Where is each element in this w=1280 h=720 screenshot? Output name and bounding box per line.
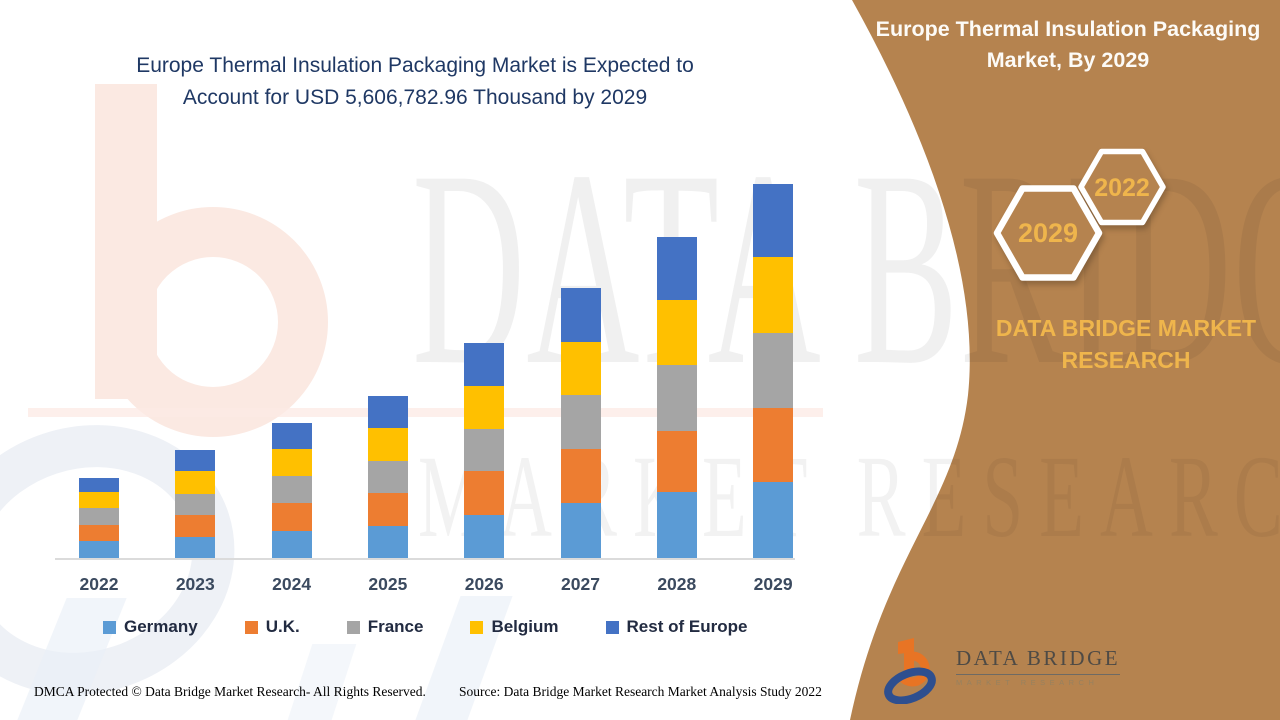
- bar-segment-belgium: [271, 449, 312, 476]
- data-bridge-b-icon: [884, 638, 936, 704]
- bar-segment-u-k-: [560, 449, 601, 503]
- stacked-bar-2029: [753, 184, 794, 558]
- bar-segment-belgium: [753, 257, 794, 333]
- bar-segment-u-k-: [271, 503, 312, 531]
- bar-segment-rest-of-europe: [271, 423, 312, 449]
- chart-title-line1: Europe Thermal Insulation Packaging Mark…: [136, 54, 694, 77]
- bar-segment-belgium: [175, 471, 216, 494]
- legend-label: Germany: [124, 617, 198, 636]
- bar-segment-u-k-: [79, 525, 119, 541]
- bar-segment-france: [560, 395, 601, 449]
- bar-segment-belgium: [464, 386, 505, 429]
- bar-segment-france: [271, 476, 312, 503]
- bar-segment-germany: [560, 503, 601, 558]
- logo-subtitle: MARKET RESEARCH: [956, 678, 1099, 687]
- bar-segment-belgium: [656, 300, 697, 365]
- legend-swatch: [103, 620, 116, 634]
- chart-title-line2: Account for USD 5,606,782.96 Thousand by…: [182, 86, 648, 109]
- legend-swatch: [470, 620, 484, 634]
- brand-text: DATA BRIDGE MARKET RESEARCH: [985, 312, 1267, 376]
- legend-item-france: France: [346, 617, 424, 637]
- legend-swatch: [244, 620, 258, 634]
- bar-segment-rest-of-europe: [560, 288, 601, 342]
- bar-segment-rest-of-europe: [753, 184, 794, 257]
- bar-segment-rest-of-europe: [79, 478, 119, 492]
- bar-segment-germany: [753, 482, 794, 558]
- bar-segment-france: [367, 461, 408, 493]
- bar-segment-rest-of-europe: [175, 450, 216, 471]
- bar-segment-u-k-: [753, 408, 794, 482]
- legend-item-u-k-: U.K.: [244, 617, 300, 637]
- bar-chart: [55, 176, 803, 560]
- logo-wordmark: DATA BRIDGE MARKET RESEARCH: [956, 646, 1121, 687]
- x-axis-label-2023: 2023: [175, 574, 215, 594]
- bar-segment-germany: [175, 537, 216, 558]
- bar-segment-belgium: [560, 342, 601, 395]
- stacked-bar-2027: [560, 288, 601, 558]
- right-panel-path: [850, 0, 1280, 720]
- legend-label: France: [367, 617, 424, 636]
- stacked-bar-2026: [464, 343, 505, 558]
- legend-label: Rest of Europe: [626, 617, 748, 636]
- x-axis-label-2025: 2025: [368, 574, 408, 594]
- bar-segment-rest-of-europe: [656, 237, 697, 300]
- stacked-bar-2023: [175, 450, 216, 558]
- brand-text-line2: RESEARCH: [1061, 347, 1191, 373]
- data-bridge-logo: DATA BRIDGE MARKET RESEARCH: [884, 636, 1121, 704]
- legend-item-rest-of-europe: Rest of Europe: [605, 617, 748, 637]
- stacked-bar-2022: [79, 478, 119, 558]
- stacked-bar-2024: [271, 423, 312, 558]
- legend-item-belgium: Belgium: [470, 617, 559, 637]
- legend-swatch: [605, 620, 619, 634]
- panel-title: Europe Thermal Insulation Packaging Mark…: [875, 17, 1261, 72]
- brand-text-line1: DATA BRIDGE MARKET: [995, 315, 1257, 341]
- x-axis-label-2029: 2029: [753, 574, 793, 594]
- bar-segment-germany: [367, 526, 408, 558]
- bar-segment-germany: [464, 515, 505, 558]
- bar-segment-u-k-: [367, 493, 408, 526]
- x-axis-label-2022: 2022: [79, 574, 119, 594]
- bar-segment-france: [464, 429, 505, 471]
- bar-segment-rest-of-europe: [464, 343, 505, 386]
- bar-segment-germany: [79, 541, 119, 558]
- legend-label: U.K.: [265, 617, 300, 636]
- bar-segment-belgium: [79, 492, 119, 508]
- bar-segment-u-k-: [656, 431, 697, 492]
- bar-segment-france: [79, 508, 119, 525]
- bar-segment-rest-of-europe: [367, 396, 408, 428]
- bar-segment-u-k-: [175, 515, 216, 537]
- stacked-bar-2025: [367, 396, 408, 558]
- bar-segment-france: [175, 494, 216, 515]
- legend-item-germany: Germany: [103, 617, 198, 637]
- x-axis-label-2026: 2026: [464, 574, 504, 594]
- x-axis-line: [55, 558, 795, 560]
- logo-title: DATA BRIDGE: [956, 646, 1121, 675]
- source-note: Source: Data Bridge Market Research Mark…: [459, 684, 822, 699]
- faded-pink-band: [28, 408, 823, 417]
- dmca-notice: DMCA Protected © Data Bridge Market Rese…: [34, 684, 426, 699]
- x-axis-labels: 2022 2023 2024 2025 2026 2027 2028 2029: [0, 574, 860, 600]
- bar-segment-belgium: [367, 428, 408, 461]
- x-axis-label-2024: 2024: [272, 574, 312, 594]
- stacked-bar-2028: [656, 237, 697, 558]
- x-axis-label-2028: 2028: [657, 574, 697, 594]
- bar-segment-u-k-: [464, 471, 505, 515]
- bar-segment-germany: [656, 492, 697, 558]
- bar-segment-france: [656, 365, 697, 431]
- bar-segment-germany: [271, 531, 312, 558]
- chart-title: Europe Thermal Insulation Packaging Mark…: [60, 50, 770, 114]
- chart-legend: Germany U.K. France Belgium Rest of Europe: [103, 617, 747, 637]
- bar-segment-france: [753, 333, 794, 408]
- legend-label: Belgium: [491, 617, 559, 636]
- legend-swatch: [346, 620, 360, 634]
- x-axis-label-2027: 2027: [561, 574, 600, 594]
